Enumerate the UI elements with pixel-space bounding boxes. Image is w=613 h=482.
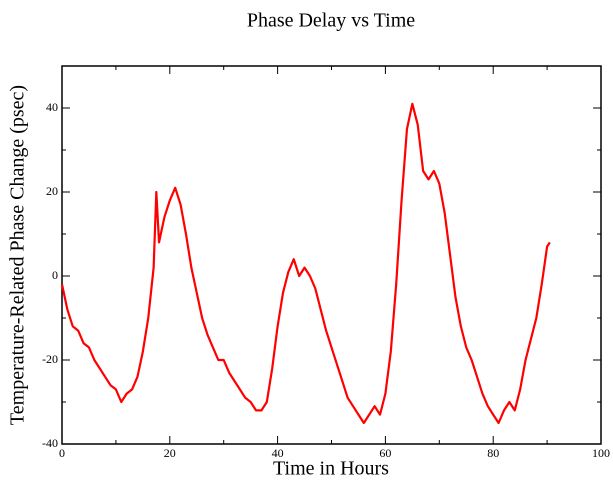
x-tick-label: 100 <box>592 446 610 460</box>
data-line <box>60 102 551 425</box>
y-tick-label: 0 <box>52 268 58 282</box>
x-tick-label: 0 <box>59 446 65 460</box>
y-tick-label: 40 <box>46 100 58 114</box>
x-tick-label: 80 <box>487 446 499 460</box>
x-tick-label: 20 <box>164 446 176 460</box>
x-tick-label: 40 <box>272 446 284 460</box>
x-tick-label: 60 <box>379 446 391 460</box>
y-tick-label: -20 <box>42 352 58 366</box>
y-tick-label: -40 <box>42 436 58 450</box>
y-tick-label: 20 <box>46 184 58 198</box>
chart-title: Phase Delay vs Time <box>247 10 415 32</box>
x-axis-label: Time in Hours <box>273 458 389 480</box>
y-axis-label: Temperature-Related Phase Change (psec) <box>7 85 29 425</box>
